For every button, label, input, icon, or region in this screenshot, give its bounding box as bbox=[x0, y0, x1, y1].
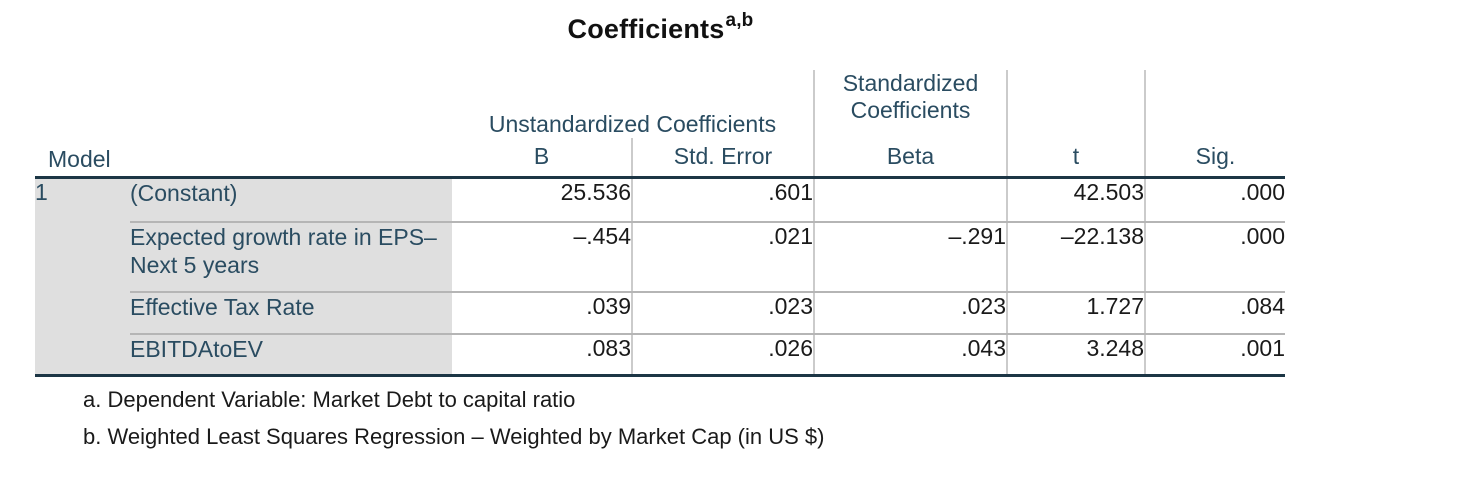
std-error-value: .023 bbox=[631, 292, 814, 335]
b-value: 25.536 bbox=[452, 177, 632, 223]
std-error-value: .026 bbox=[631, 334, 814, 377]
beta-column-header: Beta bbox=[813, 138, 1007, 179]
t-value: –22.138 bbox=[1006, 222, 1145, 293]
table-row-expected-growth: Expected growth rate in EPS– Next 5 year… bbox=[35, 222, 1285, 293]
beta-value bbox=[813, 177, 1007, 223]
std-error-value: .601 bbox=[631, 177, 814, 223]
t-column-header: t bbox=[1006, 138, 1145, 179]
beta-value: –.291 bbox=[813, 222, 1007, 293]
footnote-b: b. Weighted Least Squares Regression – W… bbox=[83, 424, 825, 449]
header-label-row: Model B Std. Error Beta t Sig. bbox=[35, 138, 1285, 179]
table-row-constant: 1 (Constant) 25.536 .601 42.503 .000 bbox=[35, 177, 1285, 377]
sig-value: .000 bbox=[1144, 177, 1285, 223]
t-group-spacer bbox=[1006, 70, 1145, 138]
b-value: .039 bbox=[452, 292, 632, 335]
table-row-ebitda-to-ev: EBITDAtoEV .083 .026 .043 3.248 .001 bbox=[35, 334, 1285, 377]
sig-value: .001 bbox=[1144, 334, 1285, 377]
beta-value: .023 bbox=[813, 292, 1007, 335]
sig-value: .000 bbox=[1144, 222, 1285, 293]
b-value: .083 bbox=[452, 334, 632, 377]
row-label-constant: (Constant) bbox=[130, 177, 452, 223]
table-title-superscript: a,b bbox=[725, 10, 754, 31]
b-value: –.454 bbox=[452, 222, 632, 293]
row-label-expected-growth: Expected growth rate in EPS– Next 5 year… bbox=[130, 222, 452, 293]
std-error-value: .021 bbox=[631, 222, 814, 293]
standardized-coefficients-group-header: Standardized Coefficients bbox=[813, 70, 1007, 138]
std-error-column-header: Std. Error bbox=[631, 138, 814, 179]
table-title: Coefficientsa,b bbox=[35, 10, 1285, 45]
table-title-text: Coefficients bbox=[567, 14, 725, 44]
coefficients-table: Unstandardized Coefficients Standardized… bbox=[35, 70, 1285, 377]
sig-value: .084 bbox=[1144, 292, 1285, 335]
t-value: 42.503 bbox=[1006, 177, 1145, 223]
sig-column-header: Sig. bbox=[1144, 138, 1285, 179]
b-column-header: B bbox=[452, 138, 632, 179]
footnote-a: a. Dependent Variable: Market Debt to ca… bbox=[83, 387, 576, 412]
model-number-cell: 1 bbox=[35, 177, 130, 377]
row-label-effective-tax-rate: Effective Tax Rate bbox=[130, 292, 452, 335]
t-value: 3.248 bbox=[1006, 334, 1145, 377]
header-group-row: Unstandardized Coefficients Standardized… bbox=[35, 70, 1285, 138]
beta-value: .043 bbox=[813, 334, 1007, 377]
row-label-ebitda-to-ev: EBITDAtoEV bbox=[130, 334, 452, 377]
sig-group-spacer bbox=[1144, 70, 1285, 138]
t-value: 1.727 bbox=[1006, 292, 1145, 335]
header-blank-cell bbox=[35, 70, 452, 138]
table-row-effective-tax-rate: Effective Tax Rate .039 .023 .023 1.727 … bbox=[35, 292, 1285, 335]
unstandardized-coefficients-group-header: Unstandardized Coefficients bbox=[488, 111, 777, 137]
model-column-header: Model bbox=[35, 138, 452, 179]
